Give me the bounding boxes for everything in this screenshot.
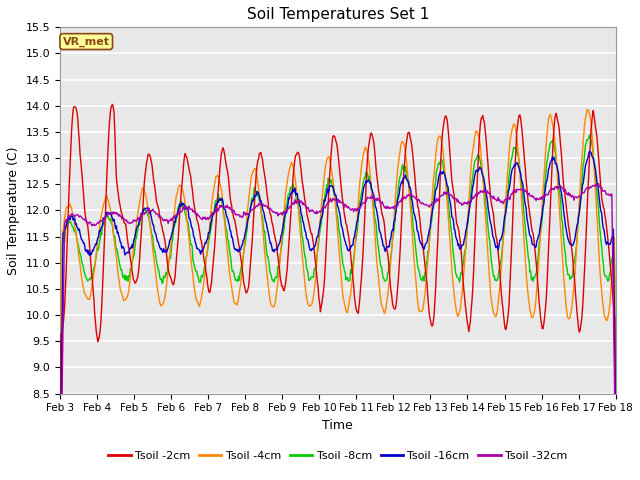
Y-axis label: Soil Temperature (C): Soil Temperature (C) (7, 146, 20, 275)
Title: Soil Temperatures Set 1: Soil Temperatures Set 1 (246, 7, 429, 22)
X-axis label: Time: Time (323, 419, 353, 432)
Text: VR_met: VR_met (63, 36, 109, 47)
Legend: Tsoil -2cm, Tsoil -4cm, Tsoil -8cm, Tsoil -16cm, Tsoil -32cm: Tsoil -2cm, Tsoil -4cm, Tsoil -8cm, Tsoi… (104, 447, 572, 466)
